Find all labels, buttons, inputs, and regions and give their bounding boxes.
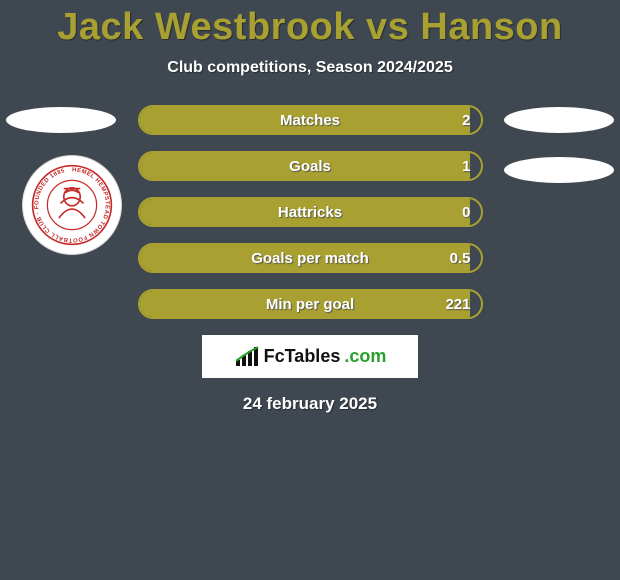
- brand-badge: FcTables.com: [202, 335, 418, 378]
- stat-row: Goals per match0.5: [138, 243, 483, 273]
- stat-row: Min per goal221: [138, 289, 483, 319]
- stat-value-left: 1: [462, 153, 470, 179]
- snapshot-date: 24 february 2025: [0, 394, 620, 414]
- stat-value-left: 2: [462, 107, 470, 133]
- stat-label: Min per goal: [140, 291, 481, 317]
- stat-row: Hattricks0: [138, 197, 483, 227]
- comparison-title: Jack Westbrook vs Hanson: [0, 0, 620, 49]
- stat-value-left: 0.5: [450, 245, 471, 271]
- brand-suffix: .com: [344, 346, 386, 367]
- player-right-shape: [504, 107, 614, 133]
- bars-icon: [234, 346, 260, 368]
- player-right-shape-2: [504, 157, 614, 183]
- stat-label: Hattricks: [140, 199, 481, 225]
- crest-icon: HEMEL HEMPSTEAD TOWN FOOTBALL CLUB · FOU…: [31, 164, 113, 246]
- club-logo-left: HEMEL HEMPSTEAD TOWN FOOTBALL CLUB · FOU…: [22, 155, 122, 255]
- comparison-chart: HEMEL HEMPSTEAD TOWN FOOTBALL CLUB · FOU…: [0, 105, 620, 319]
- stat-value-left: 221: [445, 291, 470, 317]
- stat-label: Goals per match: [140, 245, 481, 271]
- stat-label: Matches: [140, 107, 481, 133]
- player-left-shape: [6, 107, 116, 133]
- stat-row: Matches2: [138, 105, 483, 135]
- stat-row: Goals1: [138, 151, 483, 181]
- brand-name: FcTables: [264, 346, 341, 367]
- stat-label: Goals: [140, 153, 481, 179]
- comparison-subtitle: Club competitions, Season 2024/2025: [0, 59, 620, 77]
- stat-value-left: 0: [462, 199, 470, 225]
